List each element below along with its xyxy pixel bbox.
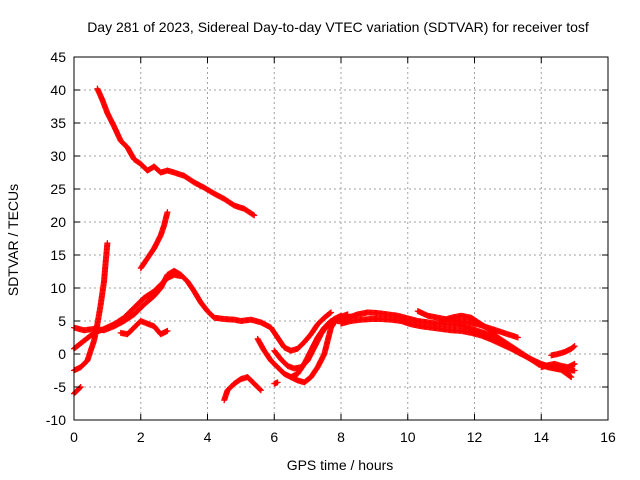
series-arc-8: [221, 374, 264, 404]
y-tick-label: 25: [50, 181, 66, 197]
series-arc-11: [271, 312, 344, 372]
y-tick-label: -10: [46, 412, 66, 428]
x-tick-label: 2: [137, 429, 145, 445]
y-tick-label: 45: [50, 49, 66, 65]
y-tick-label: -5: [54, 379, 67, 395]
y-tick-label: 30: [50, 148, 66, 164]
series-arc-1: [94, 85, 258, 219]
series-arc-12: [287, 311, 351, 386]
series-arc-17: [548, 343, 578, 359]
data-point: [571, 343, 578, 350]
y-tick-label: 5: [58, 313, 66, 329]
data-point: [518, 351, 525, 357]
x-tick-label: 6: [270, 429, 278, 445]
data-point: [568, 374, 575, 381]
series-arc-9: [271, 379, 281, 387]
y-tick-label: 10: [50, 280, 66, 296]
series-arc-2: [71, 267, 334, 354]
x-tick-label: 4: [204, 429, 212, 445]
data-point: [327, 310, 334, 317]
y-tick-label: 15: [50, 247, 66, 263]
series-arc-5: [71, 240, 111, 374]
x-axis-label: GPS time / hours: [287, 457, 394, 473]
data-point: [517, 350, 524, 357]
series-arc-18: [538, 360, 578, 371]
data-point: [257, 386, 264, 393]
data-point: [250, 211, 257, 218]
data-point: [514, 334, 521, 341]
y-tick-label: 40: [50, 82, 66, 98]
data-point: [164, 209, 171, 216]
data-marks: [71, 85, 578, 404]
data-point: [251, 212, 258, 219]
series-arc-3: [71, 271, 184, 352]
data-point: [570, 343, 577, 350]
y-tick-label: 0: [58, 346, 66, 362]
chart-title: Day 281 of 2023, Sidereal Day-to-day VTE…: [87, 19, 589, 35]
x-tick-label: 12: [467, 429, 483, 445]
x-tick-label: 14: [533, 429, 549, 445]
x-tick-label: 0: [70, 429, 78, 445]
series-arc-16: [438, 312, 525, 357]
data-point: [571, 360, 578, 367]
series-arc-7: [117, 318, 171, 338]
data-point: [164, 327, 171, 334]
data-point: [571, 367, 578, 374]
data-point: [104, 240, 111, 247]
x-tick-label: 8: [337, 429, 345, 445]
data-point: [177, 273, 184, 280]
data-point: [567, 373, 574, 380]
data-point: [76, 384, 83, 391]
axis-ticks: 0 2 4 6 8 10 12 14 16 -10 -5 0 5 10 15 20 25 30 35 40 45: [46, 49, 616, 445]
y-tick-label: 35: [50, 115, 66, 131]
series-arc-4: [137, 209, 171, 272]
data-point: [257, 387, 264, 394]
y-tick-label: 20: [50, 214, 66, 230]
data-point: [327, 309, 334, 316]
x-tick-label: 16: [600, 429, 616, 445]
y-axis-label: SDTVAR / TECUs: [5, 184, 21, 296]
data-point: [274, 379, 281, 386]
x-tick-label: 10: [400, 429, 416, 445]
